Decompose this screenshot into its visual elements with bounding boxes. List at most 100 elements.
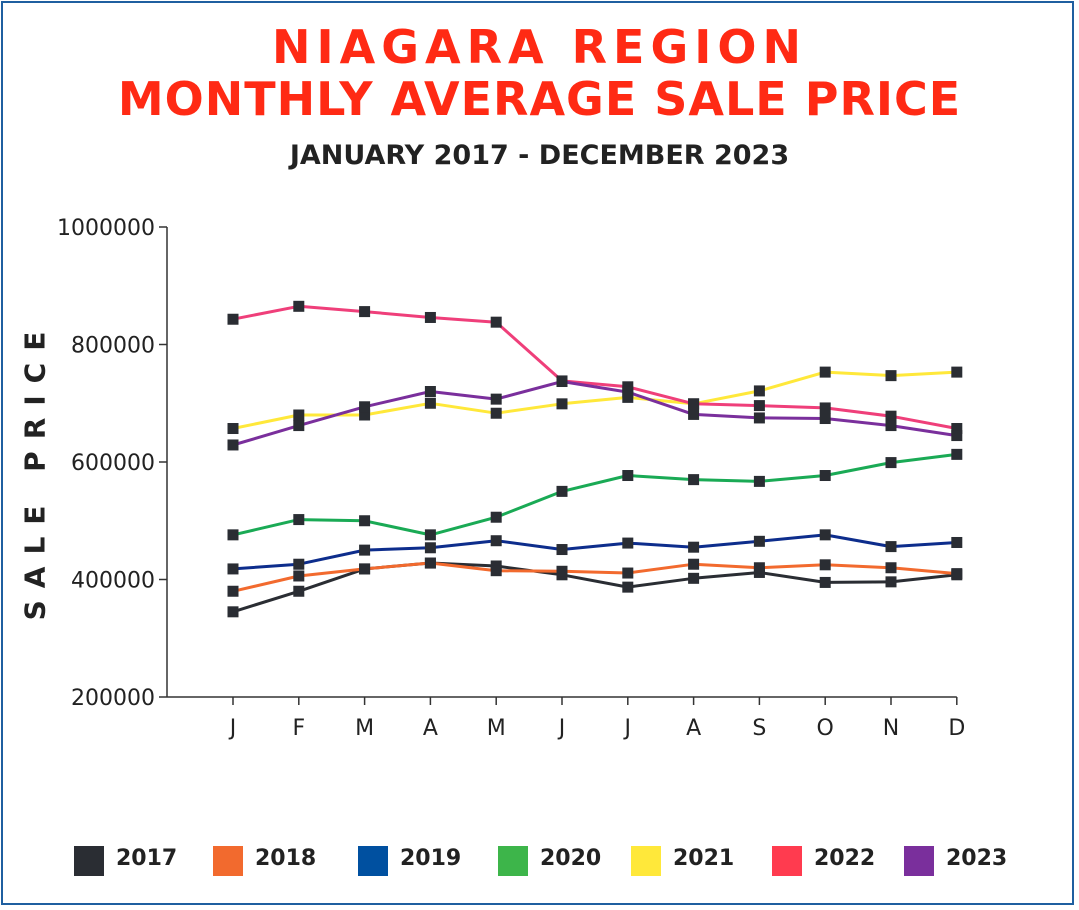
data-point-2023: [424, 386, 436, 397]
data-point-2022: [753, 400, 765, 412]
data-point-2022: [951, 423, 963, 435]
x-tick-label: M: [355, 716, 374, 741]
data-point-2021: [951, 366, 963, 378]
data-point-2017: [293, 585, 305, 597]
data-point-2021: [556, 398, 568, 410]
legend-label-2017: 2017: [116, 846, 178, 871]
x-tick-label: F: [292, 716, 305, 741]
x-tick-label: A: [686, 716, 701, 741]
data-point-2021: [753, 385, 765, 397]
data-point-2018: [490, 565, 502, 577]
series-line-2018: [232, 561, 957, 593]
data-point-2020: [359, 515, 371, 527]
legend-label-2018: 2018: [255, 846, 317, 871]
data-point-2023: [951, 430, 963, 442]
data-point-2018: [556, 565, 568, 577]
legend-swatch-2021: [631, 846, 661, 876]
series-line-2021: [232, 370, 957, 430]
series-line-2020: [232, 452, 957, 537]
legend-label-2021: 2021: [673, 846, 735, 871]
y-tick-label: 400000: [71, 569, 155, 594]
data-point-2021: [359, 409, 371, 421]
data-point-2020: [622, 470, 634, 482]
data-point-2022: [819, 402, 831, 414]
data-point-2022: [227, 313, 239, 325]
data-point-2017: [885, 576, 897, 588]
data-point-2022: [359, 306, 371, 318]
data-point-2019: [424, 542, 436, 554]
data-point-2023: [753, 412, 765, 424]
series-line-2022: [232, 304, 958, 430]
data-point-2018: [293, 570, 305, 582]
data-point-2020: [293, 514, 305, 526]
x-tick-label: O: [817, 716, 834, 741]
data-point-2019: [556, 544, 568, 556]
data-point-2018: [753, 562, 765, 574]
data-point-2018: [885, 562, 897, 574]
data-point-2020: [688, 474, 700, 486]
data-point-2020: [424, 529, 436, 541]
data-point-2017: [227, 606, 239, 618]
data-point-2018: [227, 585, 239, 597]
x-tick-label: J: [228, 716, 237, 741]
data-point-2017: [622, 581, 634, 593]
data-point-2021: [227, 423, 239, 435]
data-point-2023: [359, 401, 371, 413]
data-point-2020: [227, 529, 239, 541]
x-tick-label: A: [423, 716, 438, 741]
data-point-2020: [753, 475, 765, 487]
data-point-2021: [885, 370, 897, 382]
data-point-2019: [753, 535, 765, 547]
legend-swatch-2023: [904, 846, 934, 876]
y-tick-label: 800000: [71, 334, 155, 359]
data-point-2021: [819, 366, 831, 378]
x-tick-label: M: [487, 716, 506, 741]
legend-swatch-2018: [213, 846, 243, 876]
data-point-2020: [885, 457, 897, 469]
data-point-2020: [490, 511, 502, 523]
data-point-2020: [556, 485, 568, 497]
data-point-2019: [885, 541, 897, 553]
series-line-2019: [232, 533, 957, 571]
data-point-2022: [885, 410, 897, 422]
legend-swatch-2019: [358, 846, 388, 876]
y-tick-label: 200000: [71, 686, 155, 711]
chart-title-line2: MONTHLY AVERAGE SALE PRICE: [117, 72, 962, 126]
chart-subtitle: JANUARY 2017 - DECEMBER 2023: [289, 140, 790, 171]
chart-title-line1: NIAGARA REGION: [272, 20, 807, 74]
x-tick-label: N: [883, 716, 899, 741]
data-point-2018: [424, 557, 436, 569]
data-point-2019: [688, 541, 700, 553]
data-point-2023: [293, 420, 305, 432]
data-point-2019: [227, 563, 239, 575]
data-point-2023: [622, 386, 634, 398]
x-tick-label: J: [557, 716, 566, 741]
data-point-2021: [490, 407, 502, 419]
data-point-2023: [688, 408, 700, 420]
data-point-2019: [622, 537, 634, 549]
legend-label-2020: 2020: [540, 846, 602, 871]
data-point-2022: [424, 311, 436, 323]
x-tick-label: D: [948, 716, 965, 741]
data-point-2019: [490, 535, 502, 547]
x-tick-label: J: [623, 716, 632, 741]
data-point-2018: [951, 568, 963, 580]
data-point-2019: [951, 536, 963, 548]
data-point-2018: [622, 567, 634, 579]
series-line-2017: [232, 561, 957, 614]
data-point-2022: [293, 300, 305, 312]
legend-label-2023: 2023: [946, 846, 1008, 871]
data-point-2021: [293, 409, 305, 421]
data-point-2018: [359, 563, 371, 575]
data-point-2017: [688, 572, 700, 584]
data-point-2022: [490, 316, 502, 328]
data-point-2019: [819, 529, 831, 541]
data-point-2023: [227, 439, 239, 451]
data-point-2019: [359, 544, 371, 556]
legend-swatch-2017: [74, 846, 104, 876]
y-tick-label: 1000000: [57, 216, 155, 241]
data-point-2020: [819, 470, 831, 482]
legend-swatch-2022: [772, 846, 802, 876]
